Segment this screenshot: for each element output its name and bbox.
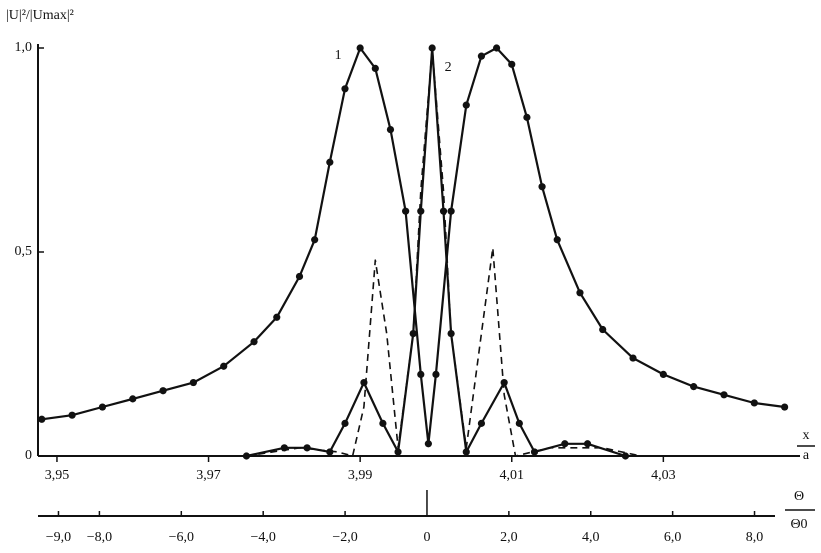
series-line (41, 46, 785, 445)
marker (621, 452, 630, 460)
marker (189, 378, 197, 387)
x-tick-label: 3,97 (196, 468, 221, 483)
x2-tick-label: −6,0 (169, 530, 194, 545)
marker (553, 236, 561, 244)
marker (720, 391, 728, 399)
series-line (246, 46, 626, 458)
y-tick-label: 0 (25, 448, 32, 463)
marker (576, 289, 584, 297)
marker (273, 313, 281, 321)
marker (371, 64, 379, 72)
marker (659, 370, 667, 378)
marker (538, 183, 546, 191)
marker (386, 126, 395, 134)
marker (98, 403, 107, 411)
x2-tick-label: −9,0 (46, 530, 71, 545)
x2-tick-label: 6,0 (664, 530, 682, 545)
marker (477, 419, 486, 427)
x2-tick-label: −4,0 (250, 530, 275, 545)
y-tick-label: 0,5 (15, 244, 33, 259)
x2-tick-label: 2,0 (500, 530, 518, 545)
x-tick-label: 3,95 (45, 468, 70, 483)
marker (781, 403, 789, 411)
marker (38, 415, 46, 423)
marker (500, 378, 508, 387)
marker (750, 399, 758, 407)
marker (402, 207, 410, 215)
marker (356, 44, 364, 52)
x-axis-label-num: x (803, 428, 810, 443)
marker (242, 452, 251, 460)
marker (515, 419, 523, 427)
series-label: 1 (335, 48, 342, 63)
x-tick-label: 4,03 (651, 468, 676, 483)
marker (561, 440, 569, 448)
marker (417, 370, 425, 378)
marker (417, 207, 425, 215)
x2-axis-label-den: Θ0 (790, 517, 807, 532)
marker (295, 272, 304, 281)
marker (530, 448, 539, 456)
y-tick-label: 1,0 (15, 40, 33, 55)
marker (428, 44, 436, 52)
marker (341, 85, 349, 93)
marker (629, 354, 637, 362)
series-label: 2 (445, 60, 452, 75)
marker (311, 236, 319, 244)
marker (341, 419, 349, 427)
marker (462, 101, 470, 109)
marker (326, 158, 334, 166)
marker (424, 440, 432, 448)
marker (583, 440, 592, 448)
marker (68, 411, 76, 419)
marker (523, 113, 531, 121)
marker (690, 383, 698, 391)
marker (220, 362, 228, 370)
x2-tick-label: 8,0 (746, 530, 764, 545)
x2-tick-label: 4,0 (582, 530, 600, 545)
marker (129, 395, 137, 403)
marker (432, 370, 440, 378)
marker (394, 448, 402, 456)
marker (250, 338, 258, 346)
x-tick-label: 3,99 (348, 468, 373, 483)
marker (447, 207, 455, 215)
x2-tick-label: 0 (423, 530, 430, 545)
marker (492, 44, 501, 52)
x-tick-label: 4,01 (500, 468, 525, 483)
marker (409, 330, 417, 338)
x-axis-label-den: a (803, 448, 810, 463)
marker (477, 52, 486, 60)
series-line (246, 47, 641, 457)
marker (379, 419, 387, 427)
x2-axis-label-num: Θ (794, 489, 804, 504)
x2-tick-label: −2,0 (332, 530, 357, 545)
marker (439, 207, 448, 215)
marker (326, 448, 334, 456)
marker (599, 325, 607, 334)
y-axis-label: |U|²/|Umax|² (6, 8, 74, 23)
marker (462, 448, 470, 456)
x2-tick-label: −8,0 (87, 530, 112, 545)
marker (159, 387, 167, 395)
marker (508, 60, 516, 68)
